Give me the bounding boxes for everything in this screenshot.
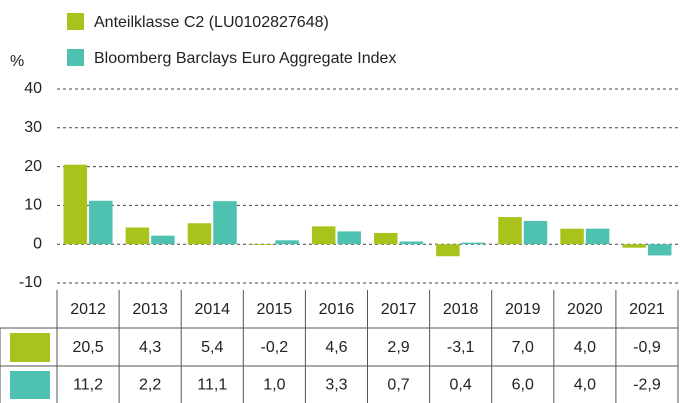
table-value: 0,7 [387, 377, 409, 394]
bar [647, 244, 672, 256]
legend-label: Anteilklasse C2 (LU0102827648) [94, 14, 329, 31]
table-value: 3,3 [325, 377, 347, 394]
table-value: 0,4 [450, 377, 472, 394]
x-tick-label: 2014 [194, 301, 230, 318]
bar [63, 164, 88, 245]
bar [560, 228, 584, 245]
bar [187, 223, 212, 245]
x-tick-label: 2017 [381, 301, 417, 318]
bar [523, 220, 548, 245]
table-value: -0,9 [633, 339, 661, 356]
table-value: 2,2 [139, 377, 161, 394]
table-value: 11,1 [197, 377, 227, 394]
table-value: 5,4 [201, 339, 223, 356]
x-tick-label: 2019 [505, 301, 541, 318]
bar [436, 244, 460, 257]
table-value: 4,0 [574, 339, 596, 356]
bar [399, 241, 424, 245]
y-tick-label: 40 [24, 80, 42, 97]
y-tick-label: 20 [24, 158, 42, 175]
bar [275, 240, 299, 245]
bar [213, 201, 237, 245]
y-tick-label: 30 [24, 119, 42, 136]
table-value: 7,0 [512, 339, 534, 356]
bar [311, 226, 336, 245]
table-value: -3,1 [447, 339, 475, 356]
y-axis-label: % [10, 53, 24, 70]
table-value: 4,6 [325, 339, 347, 356]
table-value: 4,3 [139, 339, 161, 356]
table-swatch [10, 333, 50, 362]
bar [622, 244, 646, 248]
y-tick-label: 0 [33, 235, 42, 252]
table-value: 11,2 [73, 377, 103, 394]
bar [374, 232, 398, 245]
bar [498, 217, 522, 245]
x-tick-label: 2013 [132, 301, 168, 318]
table-value: -0,2 [261, 339, 289, 356]
legend-swatch [67, 13, 84, 30]
bar [249, 244, 274, 245]
bar [89, 200, 113, 245]
bar [337, 231, 361, 245]
x-tick-label: 2021 [629, 301, 665, 318]
x-tick-label: 2020 [567, 301, 603, 318]
y-tick-label: -10 [19, 274, 42, 291]
table-value: 2,9 [387, 339, 409, 356]
bar [125, 227, 150, 245]
table-value: 6,0 [512, 377, 534, 394]
table-swatch [10, 371, 50, 399]
x-tick-label: 2012 [70, 301, 106, 318]
legend-label: Bloomberg Barclays Euro Aggregate Index [94, 50, 396, 67]
table-value: 20,5 [72, 339, 103, 356]
legend-swatch [67, 49, 84, 66]
x-tick-label: 2015 [257, 301, 293, 318]
x-tick-label: 2016 [319, 301, 355, 318]
table-value: 4,0 [574, 377, 596, 394]
bar [585, 228, 610, 245]
bar [461, 242, 486, 245]
table-value: 1,0 [263, 377, 285, 394]
x-tick-label: 2018 [443, 301, 479, 318]
bar [151, 235, 175, 245]
y-tick-label: 10 [24, 197, 42, 214]
table-value: -2,9 [633, 377, 661, 394]
